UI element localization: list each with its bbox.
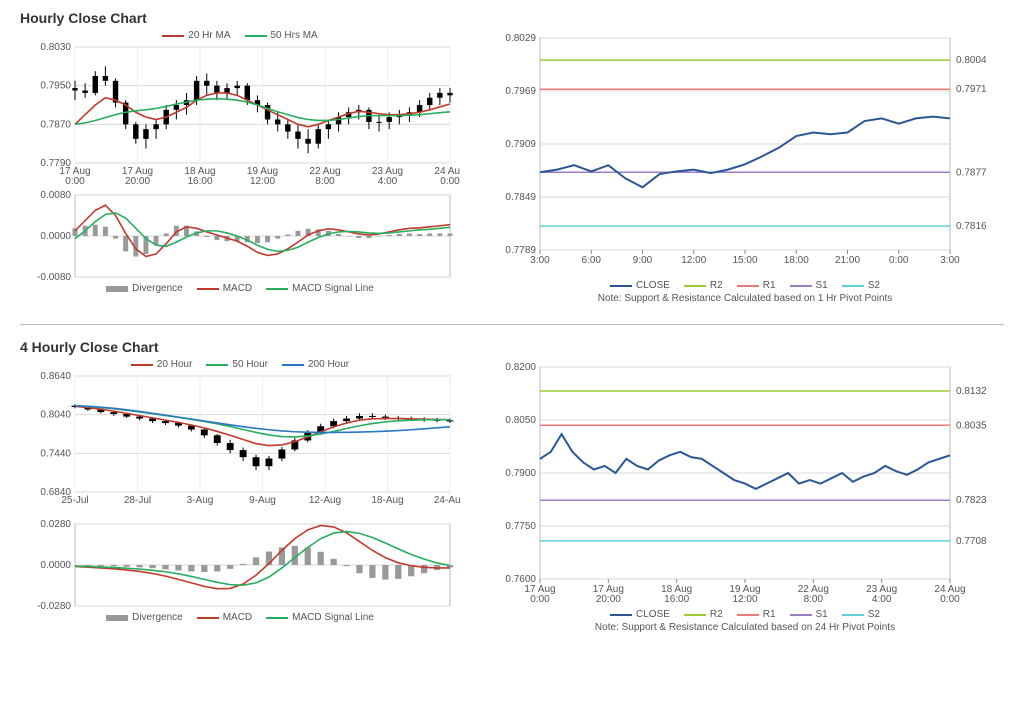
svg-text:0.7900: 0.7900 xyxy=(505,468,536,479)
svg-text:0.7877: 0.7877 xyxy=(956,167,987,178)
svg-text:21:00: 21:00 xyxy=(835,255,860,266)
svg-text:18-Aug: 18-Aug xyxy=(371,495,403,506)
svg-text:0.8029: 0.8029 xyxy=(505,33,536,44)
svg-text:9-Aug: 9-Aug xyxy=(249,495,276,506)
svg-text:6:00: 6:00 xyxy=(582,255,602,266)
sr-note-2: Note: Support & Resistance Calculated ba… xyxy=(490,622,1000,633)
svg-text:3-Aug: 3-Aug xyxy=(187,495,214,506)
sr-chart-1: 0.77890.78490.79090.79690.80293:006:009:… xyxy=(490,30,1000,280)
svg-text:9:00: 9:00 xyxy=(633,255,653,266)
svg-text:0:00: 0:00 xyxy=(65,176,85,187)
svg-text:0.7909: 0.7909 xyxy=(505,139,536,150)
price-chart-1: 0.77900.78700.79500.803017 Aug0:0017 Aug… xyxy=(20,41,460,191)
svg-text:0.8050: 0.8050 xyxy=(505,415,536,426)
svg-text:0.0080: 0.0080 xyxy=(40,191,71,201)
svg-text:20:00: 20:00 xyxy=(125,176,150,187)
svg-text:12:00: 12:00 xyxy=(681,255,706,266)
svg-text:0.7823: 0.7823 xyxy=(956,495,987,506)
divider xyxy=(20,324,1004,325)
section-hourly: Hourly Close Chart 20 Hr MA50 Hrs MA 0.7… xyxy=(20,10,1004,304)
svg-text:0.8004: 0.8004 xyxy=(956,55,987,66)
svg-text:4:00: 4:00 xyxy=(378,176,398,187)
svg-text:0.8030: 0.8030 xyxy=(40,42,71,53)
svg-text:3:00: 3:00 xyxy=(530,255,550,266)
section-title-2: 4 Hourly Close Chart xyxy=(20,339,1004,355)
svg-text:0.0000: 0.0000 xyxy=(40,560,71,571)
svg-text:12:00: 12:00 xyxy=(732,594,757,605)
svg-text:0.8040: 0.8040 xyxy=(40,410,71,421)
svg-text:4:00: 4:00 xyxy=(872,594,892,605)
svg-text:0.7969: 0.7969 xyxy=(505,86,536,97)
svg-text:-0.0280: -0.0280 xyxy=(37,601,71,612)
svg-text:0:00: 0:00 xyxy=(889,255,909,266)
svg-text:15:00: 15:00 xyxy=(732,255,757,266)
section-title: Hourly Close Chart xyxy=(20,10,1004,26)
svg-text:3:00: 3:00 xyxy=(940,255,960,266)
svg-text:0.7849: 0.7849 xyxy=(505,192,536,203)
sr-legend-2: CLOSER2R1S1S2 xyxy=(490,609,1000,620)
sr-note-1: Note: Support & Resistance Calculated ba… xyxy=(490,293,1000,304)
svg-text:0:00: 0:00 xyxy=(440,176,460,187)
section-4hourly: 4 Hourly Close Chart 20 Hour50 Hour200 H… xyxy=(20,339,1004,633)
svg-text:0:00: 0:00 xyxy=(940,594,960,605)
sr-chart-2: 0.76000.77500.79000.80500.820017 Aug0:00… xyxy=(490,359,1000,609)
svg-text:28-Jul: 28-Jul xyxy=(124,495,151,506)
svg-text:0.7971: 0.7971 xyxy=(956,84,987,95)
svg-text:0.8132: 0.8132 xyxy=(956,386,987,397)
svg-text:0.7870: 0.7870 xyxy=(40,119,71,130)
svg-text:25-Jul: 25-Jul xyxy=(61,495,88,506)
svg-text:0.8640: 0.8640 xyxy=(40,371,71,382)
svg-text:16:00: 16:00 xyxy=(664,594,689,605)
svg-text:0.7708: 0.7708 xyxy=(956,536,987,547)
svg-text:12:00: 12:00 xyxy=(250,176,275,187)
price-legend-1: 20 Hr MA50 Hrs MA xyxy=(20,30,460,41)
svg-text:18:00: 18:00 xyxy=(784,255,809,266)
macd-chart-1: -0.0080 0.0000 0.0080 xyxy=(20,191,460,283)
price-legend-2: 20 Hour50 Hour200 Hour xyxy=(20,359,460,370)
sr-legend-1: CLOSER2R1S1S2 xyxy=(490,280,1000,291)
svg-text:0.7440: 0.7440 xyxy=(40,448,71,459)
svg-text:8:00: 8:00 xyxy=(804,594,824,605)
svg-text:-0.0080: -0.0080 xyxy=(37,272,71,283)
svg-text:20:00: 20:00 xyxy=(596,594,621,605)
svg-text:0.8200: 0.8200 xyxy=(505,362,536,373)
macd-legend-1: DivergenceMACDMACD Signal Line xyxy=(20,283,460,294)
svg-text:0.0280: 0.0280 xyxy=(40,520,71,530)
svg-text:0.7750: 0.7750 xyxy=(505,521,536,532)
svg-text:0.8035: 0.8035 xyxy=(956,420,987,431)
svg-text:24-Aug: 24-Aug xyxy=(434,495,460,506)
macd-chart-2: -0.0280 0.0000 0.0280 xyxy=(20,520,460,612)
svg-text:0.7950: 0.7950 xyxy=(40,81,71,92)
svg-text:0.0000: 0.0000 xyxy=(40,231,71,242)
svg-text:12-Aug: 12-Aug xyxy=(309,495,341,506)
macd-legend-2: DivergenceMACDMACD Signal Line xyxy=(20,612,460,623)
svg-text:16:00: 16:00 xyxy=(187,176,212,187)
price-chart-2: 0.68400.74400.80400.864025-Jul28-Jul3-Au… xyxy=(20,370,460,520)
svg-text:8:00: 8:00 xyxy=(315,176,335,187)
svg-text:0:00: 0:00 xyxy=(530,594,550,605)
svg-text:0.7816: 0.7816 xyxy=(956,221,987,232)
